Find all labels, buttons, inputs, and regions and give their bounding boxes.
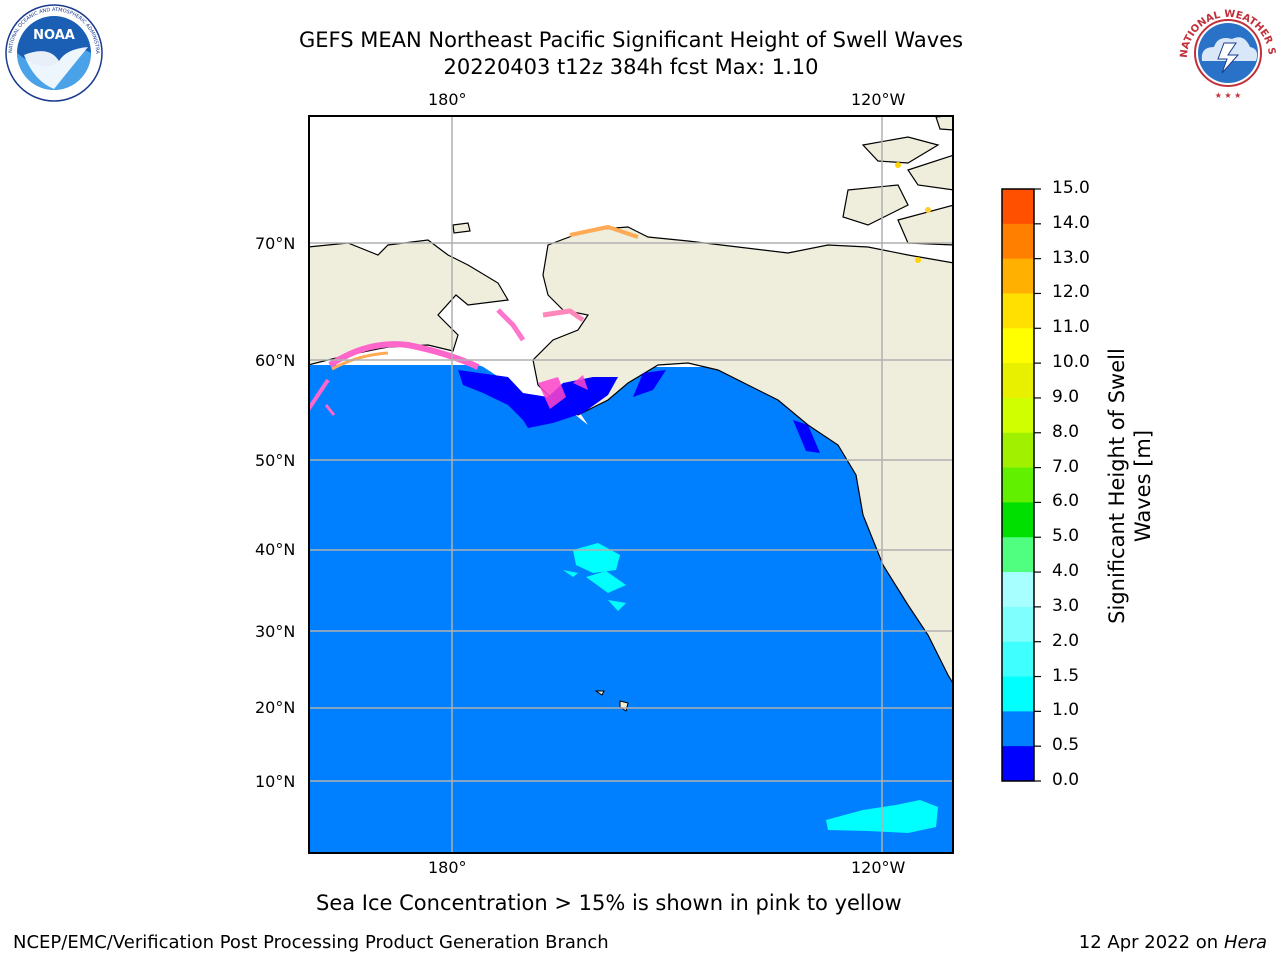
footer-left-credit: NCEP/EMC/Verification Post Processing Pr… — [13, 932, 609, 953]
colorbar-tick-label: 9.0 — [1052, 386, 1080, 407]
lat-label-20n: 20°N — [255, 698, 296, 717]
colorbar-segment — [1002, 363, 1034, 399]
colorbar-tick-label: 10.0 — [1052, 352, 1090, 373]
lon-label-top-180: 180° — [428, 90, 467, 109]
colorbar-segment — [1002, 606, 1034, 643]
colorbar-segment — [1002, 397, 1034, 434]
colorbar-tick-label: 12.0 — [1052, 282, 1090, 303]
lon-label-bottom-120w: 120°W — [851, 858, 906, 877]
noaa-logo: NOAA NATIONAL OCEANIC AND ATMOSPHERIC AD… — [4, 3, 103, 102]
lat-label-30n: 30°N — [255, 622, 296, 641]
colorbar-tick-label: 11.0 — [1052, 317, 1090, 338]
map-title: GEFS MEAN Northeast Pacific Significant … — [298, 28, 964, 52]
colorbar-tick-label: 6.0 — [1052, 491, 1080, 512]
colorbar-tick-label: 0.0 — [1052, 770, 1080, 790]
colorbar-segment — [1002, 328, 1034, 364]
colorbar-segment — [1002, 467, 1034, 503]
colorbar — [1001, 188, 1041, 782]
colorbar-tick-label: 3.0 — [1052, 595, 1080, 616]
colorbar-segment — [1002, 711, 1034, 747]
colorbar-segment — [1002, 432, 1034, 469]
colorbar-tick-label: 8.0 — [1052, 421, 1080, 442]
footer-host: Hera — [1223, 932, 1267, 953]
colorbar-segment — [1002, 502, 1034, 538]
colorbar-segment — [1002, 189, 1034, 225]
colorbar-tick-label: 14.0 — [1052, 212, 1090, 233]
noaa-logo-text: NOAA — [33, 28, 75, 43]
footer-date: 12 Apr 2022 on Hera — [1079, 932, 1267, 953]
colorbar-title-line2: Waves [m] — [1131, 429, 1155, 543]
lon-label-top-120w: 120°W — [851, 90, 906, 109]
lat-label-40n: 40°N — [255, 540, 296, 559]
land-alaska-canada — [532, 226, 954, 687]
colorbar-segment — [1002, 293, 1034, 329]
colorbar-tick-label: 2.0 — [1052, 630, 1080, 651]
colorbar-title: Significant Height of Swell Waves [m] — [1104, 336, 1156, 636]
colorbar-tick-label: 13.0 — [1052, 247, 1090, 268]
lat-label-70n: 70°N — [255, 234, 296, 253]
colorbar-segment — [1002, 676, 1034, 712]
nws-logo: NATIONAL WEATHER SERVICE ★ ★ ★ — [1178, 3, 1277, 101]
colorbar-segment — [1002, 258, 1034, 294]
colorbar-tick-label: 1.5 — [1052, 665, 1080, 686]
colorbar-segment — [1002, 223, 1034, 260]
colorbar-segment — [1002, 572, 1034, 608]
map-graticule — [308, 115, 954, 854]
lat-label-60n: 60°N — [255, 351, 296, 370]
colorbar-tick-label: 0.5 — [1052, 735, 1080, 756]
sea-ice-caption: Sea Ice Concentration > 15% is shown in … — [316, 891, 902, 915]
colorbar-tick-label: 7.0 — [1052, 456, 1080, 477]
map-panel — [308, 115, 954, 854]
colorbar-tick-label: 4.0 — [1052, 561, 1080, 582]
colorbar-tick-label: 15.0 — [1052, 178, 1090, 198]
colorbar-title-line1: Significant Height of Swell — [1105, 348, 1129, 624]
colorbar-segment — [1002, 537, 1034, 573]
colorbar-segment — [1002, 746, 1034, 782]
colorbar-tick-label: 1.0 — [1052, 700, 1080, 721]
colorbar-segment — [1002, 641, 1034, 678]
colorbar-tick-label: 5.0 — [1052, 526, 1080, 547]
lat-label-50n: 50°N — [255, 451, 296, 470]
footer-date-text: 12 Apr 2022 on — [1078, 932, 1224, 953]
svg-text:★ ★ ★: ★ ★ ★ — [1215, 91, 1242, 100]
map-subtitle: 20220403 t12z 384h fcst Max: 1.10 — [443, 55, 819, 79]
lon-label-bottom-180: 180° — [428, 858, 467, 877]
lat-label-10n: 10°N — [255, 772, 296, 791]
